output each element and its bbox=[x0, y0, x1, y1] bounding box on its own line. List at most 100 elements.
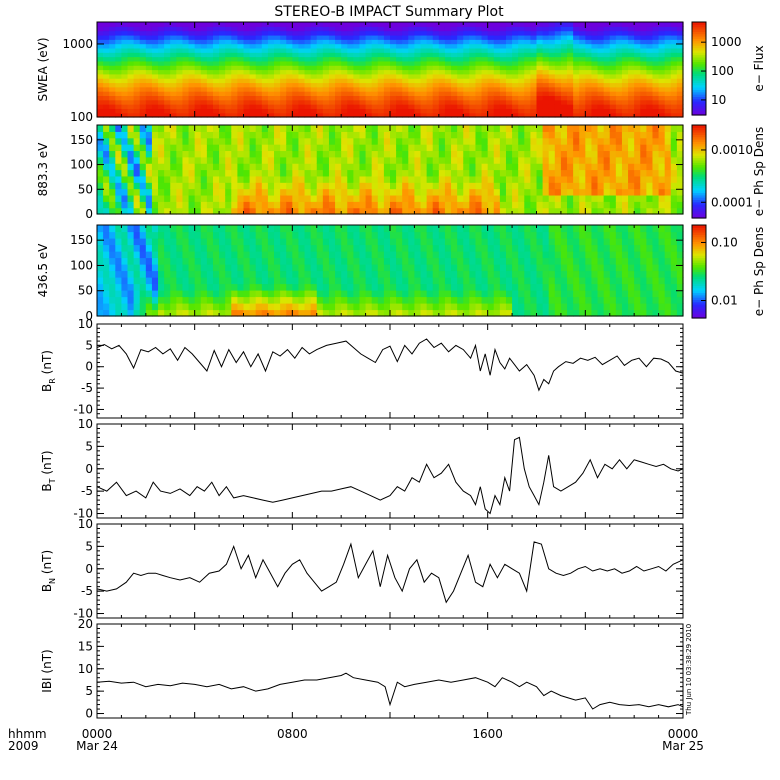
spectrogram-cell bbox=[182, 296, 190, 304]
spectrogram-cell bbox=[664, 43, 672, 49]
spectrogram-cell bbox=[524, 231, 531, 239]
spectrogram-cell bbox=[554, 277, 562, 285]
spectrogram-cell bbox=[151, 91, 159, 97]
spectrogram-cell bbox=[328, 125, 336, 132]
spectrogram-cell bbox=[194, 201, 202, 209]
spectrogram-cell bbox=[328, 78, 336, 84]
spectrogram-cell bbox=[249, 82, 257, 88]
spectrogram-cell bbox=[127, 34, 135, 40]
spectrogram-cell bbox=[567, 303, 574, 311]
spectrogram-cell bbox=[274, 231, 281, 239]
spectrogram-cell bbox=[97, 104, 104, 109]
spectrogram-cell bbox=[621, 144, 629, 152]
spectrogram-cell bbox=[225, 69, 232, 75]
spectrogram-cell bbox=[542, 309, 550, 317]
spectrogram-cell bbox=[310, 270, 318, 278]
spectrogram-cell bbox=[512, 131, 519, 139]
spectrogram-cell bbox=[524, 156, 531, 164]
spectrogram-cell bbox=[536, 34, 544, 40]
spectrogram-cell bbox=[377, 65, 385, 71]
spectrogram-cell bbox=[621, 52, 629, 58]
spectrogram-cell bbox=[554, 60, 562, 66]
spectrogram-cell bbox=[396, 95, 403, 101]
spectrogram-cell bbox=[597, 251, 605, 259]
spectrogram-cell bbox=[414, 82, 422, 88]
spectrogram-cell bbox=[383, 188, 391, 196]
spectrogram-cell bbox=[121, 163, 129, 171]
spectrogram-cell bbox=[121, 144, 129, 152]
spectrogram-cell bbox=[597, 244, 605, 252]
spectrogram-cell bbox=[97, 73, 104, 79]
spectrogram-cell bbox=[304, 144, 312, 152]
spectrogram-cell bbox=[469, 144, 477, 152]
spectrogram-cell bbox=[133, 131, 141, 139]
spectrogram-cell bbox=[304, 277, 312, 285]
spectrogram-cell bbox=[261, 131, 269, 139]
spectrogram-cell bbox=[353, 22, 361, 27]
spectrogram-cell bbox=[243, 238, 251, 246]
spectrogram-cell bbox=[164, 264, 171, 272]
spectrogram-cell bbox=[164, 39, 171, 45]
spectrogram-cell bbox=[335, 175, 342, 183]
spectrogram-cell bbox=[164, 188, 171, 196]
spectrogram-cell bbox=[109, 296, 116, 304]
spectrogram-cell bbox=[414, 108, 422, 114]
spectrogram-cell bbox=[451, 290, 458, 298]
spectrogram-cell bbox=[219, 43, 226, 49]
spectrogram-cell bbox=[219, 257, 226, 265]
spectrogram-cell bbox=[194, 69, 202, 75]
spectrogram-cell bbox=[359, 137, 367, 145]
spectrogram-cell bbox=[542, 169, 550, 177]
spectrogram-cell bbox=[390, 73, 397, 79]
spectrogram-cell bbox=[188, 303, 196, 311]
spectrogram-cell bbox=[579, 309, 586, 317]
spectrogram-cell bbox=[603, 78, 611, 84]
spectrogram-cell bbox=[359, 194, 367, 202]
spectrogram-cell bbox=[420, 26, 428, 32]
spectrogram-cell bbox=[658, 296, 666, 304]
spectrogram-cell bbox=[396, 163, 403, 171]
spectrogram-cell bbox=[249, 225, 257, 233]
spectrogram-cell bbox=[322, 251, 330, 259]
spectrogram-cell bbox=[206, 26, 214, 32]
spectrogram-cell bbox=[182, 207, 190, 215]
spectrogram-cell bbox=[499, 277, 507, 285]
spectrogram-cell bbox=[377, 277, 385, 285]
spectrogram-cell bbox=[182, 156, 190, 164]
spectrogram-cell bbox=[267, 283, 275, 291]
spectrogram-cell bbox=[249, 65, 257, 71]
spectrogram-cell bbox=[212, 163, 220, 171]
spectrogram-cell bbox=[237, 65, 245, 71]
spectrogram-cell bbox=[640, 244, 647, 252]
spectrogram-cell bbox=[365, 194, 373, 202]
spectrogram-cell bbox=[414, 201, 422, 209]
spectrogram-cell bbox=[237, 188, 245, 196]
spectrogram-cell bbox=[518, 131, 525, 139]
spectrogram-cell bbox=[585, 69, 593, 75]
spectrogram-cell bbox=[414, 104, 422, 109]
spectrogram-cell bbox=[676, 69, 684, 75]
spectrogram-cell bbox=[414, 65, 422, 71]
spectrogram-cell bbox=[414, 26, 422, 32]
spectrogram-cell bbox=[487, 60, 495, 66]
spectrogram-cell bbox=[597, 231, 605, 239]
spectrogram-cell bbox=[97, 65, 104, 71]
spectrogram-cell bbox=[530, 150, 538, 158]
spectrogram-cell bbox=[249, 169, 257, 177]
spectrogram-cell bbox=[493, 163, 501, 171]
spectrogram-cell bbox=[206, 30, 214, 36]
spectrogram-cell bbox=[573, 144, 580, 152]
spectrogram-cell bbox=[573, 188, 580, 196]
spectrogram-cell bbox=[505, 163, 513, 171]
spectrogram-cell bbox=[438, 86, 446, 92]
spectrogram-cell bbox=[628, 91, 635, 97]
spectrogram-cell bbox=[121, 188, 129, 196]
spectrogram-cell bbox=[109, 112, 116, 118]
spectrogram-cell bbox=[286, 182, 293, 190]
spectrogram-cell bbox=[127, 69, 135, 75]
spectrogram-cell bbox=[353, 270, 361, 278]
spectrogram-cell bbox=[457, 296, 464, 304]
spectrogram-cell bbox=[518, 169, 525, 177]
spectrogram-cell bbox=[231, 65, 238, 71]
spectrogram-cell bbox=[548, 225, 556, 233]
